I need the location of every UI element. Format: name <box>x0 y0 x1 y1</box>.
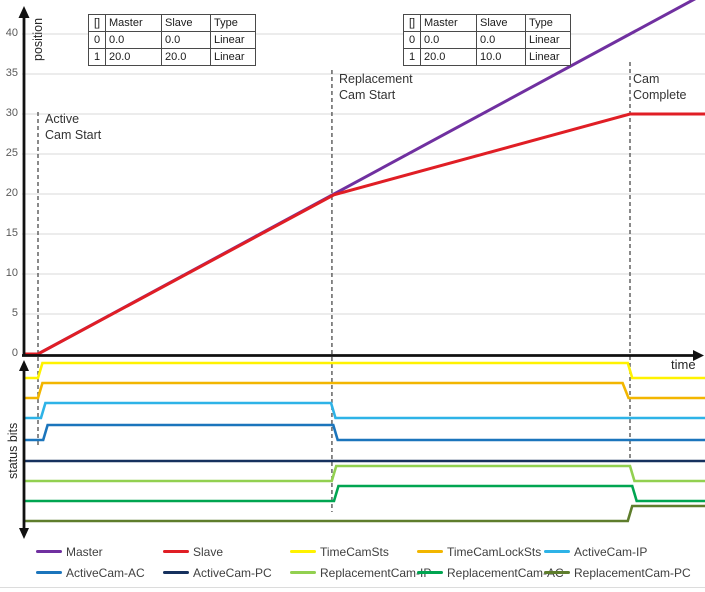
y-tick-label: 20 <box>5 187 18 199</box>
legend-item-timecamlocksts: TimeCamLockSts <box>417 545 544 559</box>
signal-timecamlocksts-line <box>24 381 705 400</box>
event-label: Active Cam Start <box>45 112 102 142</box>
legend-swatch-icon <box>163 549 189 554</box>
legend-label: ReplacementCam-PC <box>574 565 691 580</box>
y-tick-label: 40 <box>5 27 18 39</box>
legend-label: ReplacementCam-IP <box>320 565 432 580</box>
legend-item-activecam-pc: ActiveCam-PC <box>163 566 290 580</box>
legend-item-slave: Slave <box>163 545 290 559</box>
cam-table-cell: 0.0 <box>420 31 477 49</box>
legend-swatch-icon <box>544 570 570 575</box>
event-label: Replacement Cam Start <box>339 72 413 102</box>
status-axis-down-arrow-icon <box>19 528 29 539</box>
signal-timecamsts-line <box>24 361 705 380</box>
legend-label: ActiveCam-PC <box>193 565 272 580</box>
cam-table-header-cell: [] <box>403 14 421 32</box>
cam-table-cell: 0 <box>88 31 106 49</box>
legend-label: TimeCamLockSts <box>447 544 542 559</box>
cam-table-cell: 0.0 <box>161 31 211 49</box>
cam-table-cell: 20.0 <box>420 48 477 66</box>
cam-table-header-cell: Slave <box>161 14 211 32</box>
cam-table-cell: 1 <box>403 48 421 66</box>
x-axis-label: time <box>671 357 696 372</box>
cam-table-cell: 10.0 <box>476 48 526 66</box>
status-axis-up-arrow-icon <box>19 360 29 371</box>
status-axis-label: status bits <box>6 422 20 479</box>
y-tick-label: 30 <box>5 107 18 119</box>
legend-item-activecam-ip: ActiveCam-IP <box>544 545 671 559</box>
cam-table-header-cell: Master <box>420 14 477 32</box>
legend-swatch-icon <box>417 570 443 575</box>
cam-table-header-cell: [] <box>88 14 106 32</box>
legend-item-replacementcam-ac: ReplacementCam-AC <box>417 566 564 580</box>
signal-activecam-ac-line <box>24 423 705 442</box>
cam-table-cell: Linear <box>525 48 571 66</box>
cam-table-1: [] Master Slave Type 0 0.0 0.0 Linear 1 20.0 20.0 L… <box>88 14 256 66</box>
cam-table-cell: 0.0 <box>105 31 162 49</box>
signal-replacementcam-ip-line <box>24 464 705 483</box>
cam-table-row: 1 20.0 20.0 Linear <box>88 48 256 66</box>
signal-activecam-ip-line <box>24 401 705 420</box>
legend-swatch-icon <box>544 549 570 554</box>
legend-swatch-icon <box>163 570 189 575</box>
y-tick-label: 10 <box>5 267 18 279</box>
position-axis-arrow-icon <box>18 6 30 18</box>
y-tick-label: 25 <box>5 147 18 159</box>
cam-table-row: 0 0.0 0.0 Linear <box>88 31 256 49</box>
y-tick-label: 0 <box>11 347 18 359</box>
legend-swatch-icon <box>36 570 62 575</box>
cam-table-cell: Linear <box>525 31 571 49</box>
cam-table-cell: Linear <box>210 48 256 66</box>
time-axis-arrow-icon <box>693 350 704 361</box>
cam-table-cell: Linear <box>210 31 256 49</box>
legend-swatch-icon <box>290 570 316 575</box>
cam-table-cell: 0.0 <box>476 31 526 49</box>
legend-item-activecam-ac: ActiveCam-AC <box>36 566 163 580</box>
cam-table-header-cell: Type <box>525 14 571 32</box>
legend-label: Slave <box>193 544 224 559</box>
legend-label: ActiveCam-AC <box>66 565 145 580</box>
signal-replacementcam-pc-line <box>24 504 705 523</box>
cam-table-2: [] Master Slave Type 0 0.0 0.0 Linear 1 20.0 10.0 L… <box>403 14 571 66</box>
legend-label: ActiveCam-IP <box>574 544 648 559</box>
legend-label: Master <box>66 544 103 559</box>
cam-table-header-cell: Master <box>105 14 162 32</box>
series-slave-line <box>24 112 705 356</box>
bottom-divider <box>0 587 705 588</box>
cam-table-header-cell: Type <box>210 14 256 32</box>
cam-table-row: 1 20.0 10.0 Linear <box>403 48 571 66</box>
y-tick-label: 35 <box>5 67 18 79</box>
legend-item-replacementcam-ip: ReplacementCam-IP <box>290 566 431 580</box>
y-axis-label: position <box>31 17 45 61</box>
chart-legend: Master Slave TimeCamSts TimeCamLockSts Activ… <box>36 541 691 583</box>
signal-replacementcam-ac-line <box>24 484 705 503</box>
cam-table-cell: 20.0 <box>105 48 162 66</box>
cam-table-cell: 0 <box>403 31 421 49</box>
legend-swatch-icon <box>36 549 62 554</box>
legend-item-master: Master <box>36 545 163 559</box>
cam-table-cell: 1 <box>88 48 106 66</box>
y-tick-label: 15 <box>5 227 18 239</box>
legend-swatch-icon <box>290 549 316 554</box>
legend-swatch-icon <box>417 549 443 554</box>
legend-item-timecamsts: TimeCamSts <box>290 545 417 559</box>
legend-item-replacementcam-pc: ReplacementCam-PC <box>544 566 691 580</box>
cam-table-header-cell: Slave <box>476 14 526 32</box>
y-tick-label: 5 <box>11 307 18 319</box>
cam-table-cell: 20.0 <box>161 48 211 66</box>
legend-label: TimeCamSts <box>320 544 389 559</box>
cam-table-row: 0 0.0 0.0 Linear <box>403 31 571 49</box>
legend-label: ReplacementCam-AC <box>447 565 564 580</box>
event-label: Cam Complete <box>633 72 687 102</box>
